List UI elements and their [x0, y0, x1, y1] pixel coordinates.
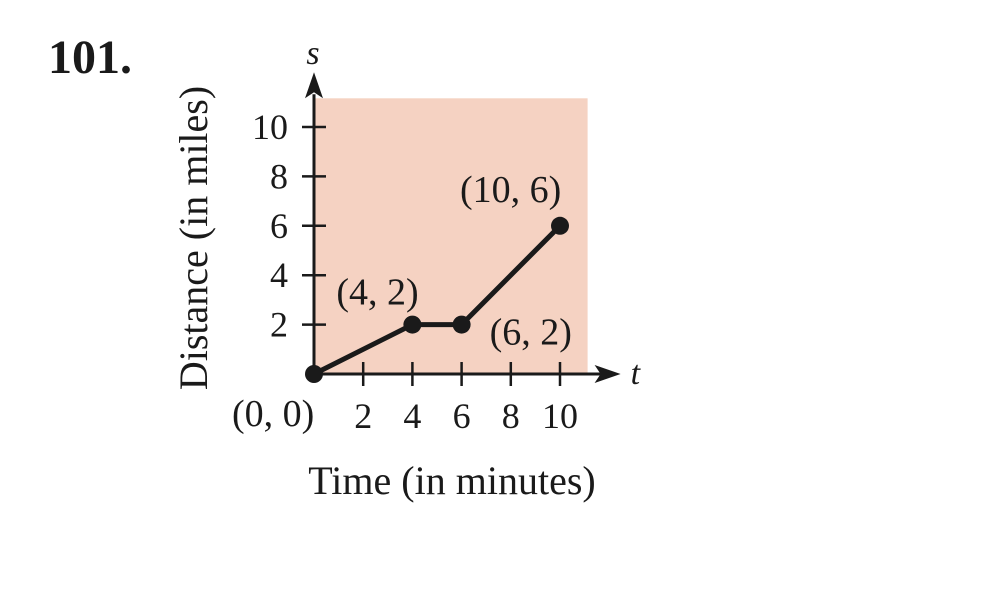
x-tick-label: 8: [502, 396, 520, 436]
axes: ts: [305, 35, 642, 392]
x-axis-arrow: [594, 365, 621, 383]
problem-number: 101.: [48, 31, 132, 84]
y-axis-title: Distance (in miles): [171, 86, 216, 390]
point-label: (0, 0): [232, 393, 314, 435]
plot-background: [314, 98, 588, 375]
y-axis-letter: s: [306, 35, 319, 72]
y-tick-label: 10: [252, 107, 288, 147]
chart-labels: (0, 0) (4, 2) (6, 2) (10, 6) Time (in minute…: [171, 86, 596, 503]
data-point: [305, 365, 323, 383]
x-axis-letter: t: [631, 355, 642, 392]
x-tick-label: 4: [403, 396, 421, 436]
point-label: (4, 2): [336, 272, 418, 314]
data-point: [403, 315, 422, 334]
x-axis-title: Time (in minutes): [308, 458, 595, 503]
y-tick-label: 6: [270, 206, 288, 246]
x-tick-label: 10: [542, 396, 578, 436]
y-tick-label: 4: [270, 255, 288, 295]
y-axis-arrow: [305, 72, 323, 99]
data-point: [551, 216, 569, 235]
x-tick-label: 6: [453, 396, 471, 436]
series-line: [312, 224, 562, 377]
data-point: [452, 315, 471, 334]
y-tick-label: 8: [270, 156, 288, 196]
point-label: (10, 6): [460, 169, 561, 211]
point-label: (6, 2): [490, 312, 572, 354]
y-tick-label: 2: [270, 305, 288, 345]
data-series: [305, 216, 569, 383]
x-tick-label: 2: [354, 396, 372, 436]
